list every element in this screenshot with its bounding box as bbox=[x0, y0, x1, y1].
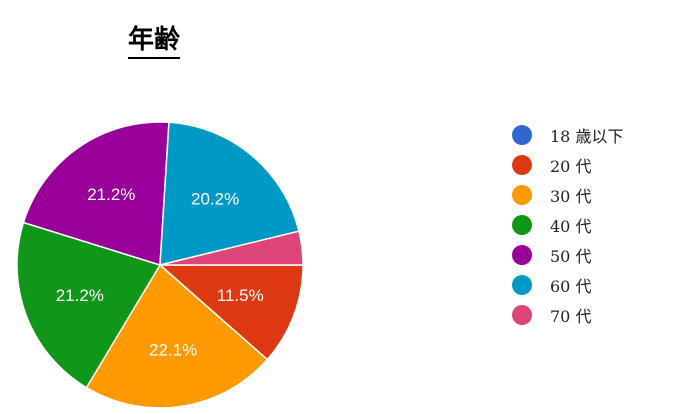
legend-label: 40 代 bbox=[550, 217, 592, 236]
legend-label: 60 代 bbox=[550, 277, 592, 296]
pie-slice-5 bbox=[159, 121, 300, 266]
legend-label: 30 代 bbox=[550, 187, 592, 206]
pie-slice-3 bbox=[16, 221, 162, 389]
legend-item-6: 70 代 bbox=[512, 300, 623, 330]
pie-slice-6 bbox=[159, 230, 304, 266]
legend: 18 歳以下 20 代 30 代 40 代 50 代 60 代 70 代 bbox=[512, 120, 623, 330]
legend-label: 50 代 bbox=[550, 247, 592, 266]
legend-item-4: 50 代 bbox=[512, 240, 623, 270]
legend-item-2: 30 代 bbox=[512, 180, 623, 210]
legend-swatch bbox=[512, 125, 532, 145]
legend-swatch bbox=[512, 185, 532, 205]
slice-label-2: 22.1% bbox=[149, 340, 197, 359]
legend-label: 20 代 bbox=[550, 157, 592, 176]
pie-slice-2 bbox=[85, 263, 269, 409]
pie-slice-4 bbox=[22, 121, 170, 266]
pie-slice-1 bbox=[158, 264, 304, 361]
legend-swatch bbox=[512, 245, 532, 265]
legend-item-1: 20 代 bbox=[512, 150, 623, 180]
legend-swatch bbox=[512, 215, 532, 235]
legend-label: 70 代 bbox=[550, 307, 592, 326]
slice-label-3: 21.2% bbox=[56, 286, 104, 305]
legend-label: 18 歳以下 bbox=[550, 127, 624, 146]
slice-label-1: 11.5% bbox=[217, 286, 264, 305]
legend-item-5: 60 代 bbox=[512, 270, 623, 300]
chart-title: 年齢 bbox=[128, 24, 181, 59]
legend-swatch bbox=[512, 155, 532, 175]
slice-label-5: 20.2% bbox=[191, 190, 239, 209]
slice-label-4: 21.2% bbox=[87, 185, 135, 204]
legend-swatch bbox=[512, 275, 532, 295]
legend-swatch bbox=[512, 305, 532, 325]
legend-item-3: 40 代 bbox=[512, 210, 623, 240]
legend-item-0: 18 歳以下 bbox=[512, 120, 623, 150]
